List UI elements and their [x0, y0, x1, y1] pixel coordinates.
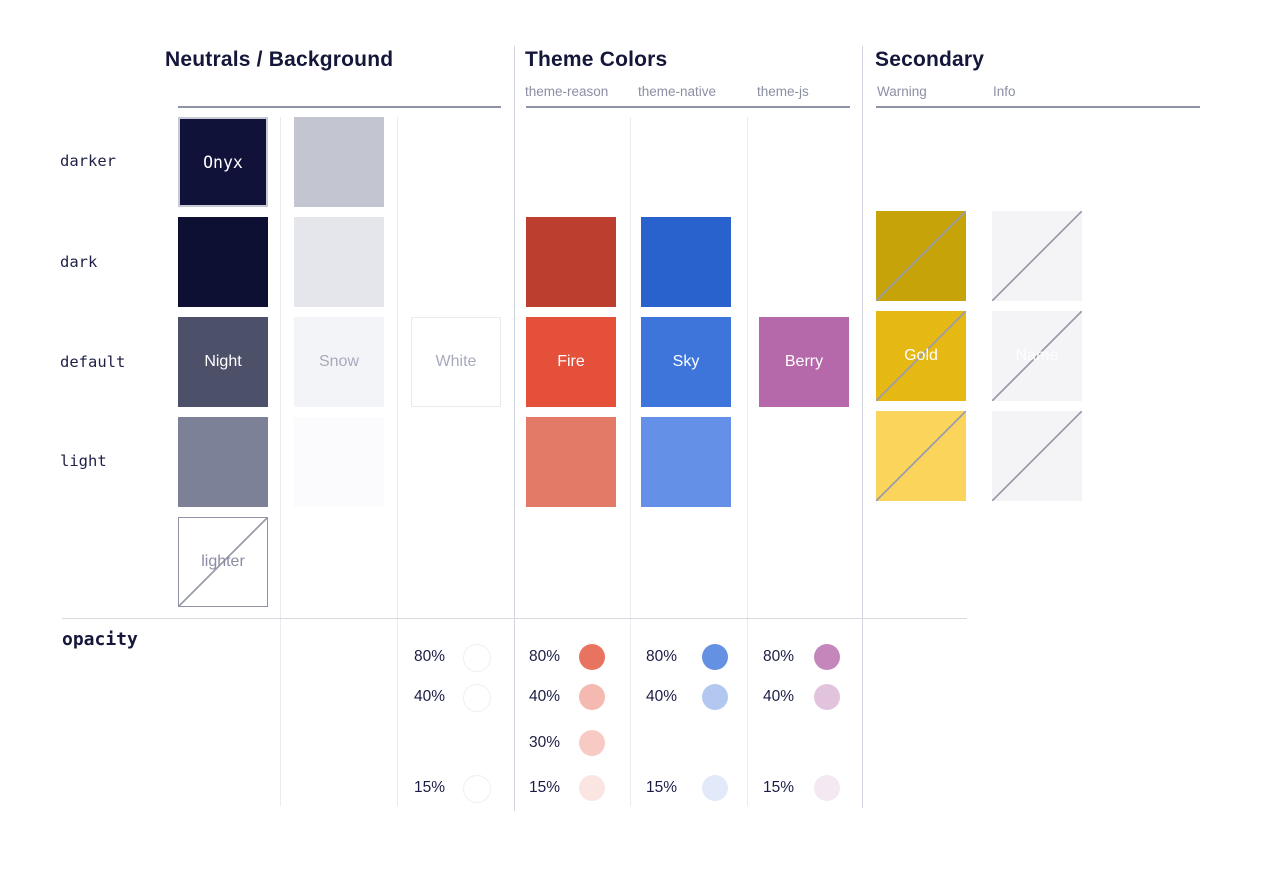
opacity-dot-white: [463, 775, 491, 803]
swatch-info-dark: [992, 211, 1082, 301]
divider-opacity-row: [62, 618, 967, 619]
divider-vertical: [747, 117, 748, 806]
opacity-pct-label-berry: 80%: [762, 648, 794, 665]
opacity-dot-fire: [579, 644, 605, 670]
row-label-opacity: opacity: [62, 629, 138, 650]
section-title-secondary: Secondary: [875, 48, 985, 71]
opacity-dot-fire: [579, 684, 605, 710]
swatch-label-info-default: Name: [1015, 347, 1059, 364]
opacity-dot-white: [463, 644, 491, 672]
divider-vertical: [397, 117, 398, 806]
swatch-label-berry: Berry: [784, 353, 824, 370]
underline-neutrals: [178, 106, 501, 108]
swatch-warning-light: [876, 411, 966, 501]
opacity-dot-berry: [814, 775, 840, 801]
opacity-pct-label-berry: 15%: [762, 779, 794, 796]
opacity-pct-label-sky: 40%: [645, 688, 677, 705]
row-label-dark: dark: [60, 253, 98, 271]
divider-vertical: [280, 117, 281, 806]
opacity-pct-label-fire: 40%: [528, 688, 560, 705]
row-label-light: light: [60, 452, 107, 470]
opacity-dot-fire: [579, 730, 605, 756]
section-title-neutrals: Neutrals / Background: [165, 48, 394, 71]
swatch-label-night: Night: [204, 353, 242, 370]
swatch-sky: Sky: [641, 317, 731, 407]
swatch-sky-light: [641, 417, 731, 507]
column-label-theme-native: theme-native: [638, 84, 717, 99]
opacity-pct-label-berry: 40%: [762, 688, 794, 705]
row-label-darker: darker: [60, 152, 116, 170]
swatch-label-lighter: lighter: [201, 553, 245, 570]
swatch-warning-dark: [876, 211, 966, 301]
swatch-fire-light: [526, 417, 616, 507]
swatch-bg-light: [294, 417, 384, 507]
column-label-theme-reason: theme-reason: [525, 84, 609, 99]
opacity-dot-white: [463, 684, 491, 712]
swatch-bg-darker: [294, 117, 384, 207]
opacity-dot-sky: [702, 684, 728, 710]
swatch-info-light: [992, 411, 1082, 501]
divider-vertical: [630, 117, 631, 806]
swatch-gold: Gold: [876, 311, 966, 401]
swatch-berry: Berry: [759, 317, 849, 407]
swatch-white: White: [411, 317, 501, 407]
opacity-dot-fire: [579, 775, 605, 801]
column-label-theme-js: theme-js: [757, 84, 809, 99]
column-label-info: Info: [993, 84, 1016, 99]
opacity-pct-label-sky: 80%: [645, 648, 677, 665]
swatch-night: Night: [178, 317, 268, 407]
opacity-pct-label-fire: 80%: [528, 648, 560, 665]
column-label-warning: Warning: [877, 84, 927, 99]
swatch-lighter: lighter: [178, 517, 268, 607]
swatch-fire: Fire: [526, 317, 616, 407]
opacity-dot-sky: [702, 775, 728, 801]
swatch-sky-dark: [641, 217, 731, 307]
swatch-onyx: Onyx: [178, 117, 268, 207]
swatch-neutral-light: [178, 417, 268, 507]
swatch-label-fire: Fire: [557, 353, 585, 370]
underline-theme: [526, 106, 850, 108]
divider-section-theme: [514, 46, 515, 811]
opacity-pct-label-white: 40%: [413, 688, 445, 705]
swatch-fire-dark: [526, 217, 616, 307]
swatch-bg-dark: [294, 217, 384, 307]
swatch-snow: Snow: [294, 317, 384, 407]
opacity-dot-berry: [814, 684, 840, 710]
swatch-label-sky: Sky: [672, 353, 700, 370]
section-title-theme: Theme Colors: [525, 48, 668, 71]
row-label-default: default: [60, 353, 126, 371]
swatch-label-gold: Gold: [904, 347, 938, 364]
swatch-label-onyx: Onyx: [203, 152, 243, 172]
opacity-pct-label-fire: 15%: [528, 779, 560, 796]
opacity-pct-label-sky: 15%: [645, 779, 677, 796]
underline-secondary: [876, 106, 1200, 108]
opacity-pct-label-white: 15%: [413, 779, 445, 796]
opacity-dot-sky: [702, 644, 728, 670]
opacity-pct-label-white: 80%: [413, 648, 445, 665]
divider-section-secondary: [862, 46, 863, 808]
swatch-neutral-dark: [178, 217, 268, 307]
swatch-info-default: Name: [992, 311, 1082, 401]
swatch-label-white: White: [435, 353, 477, 370]
opacity-pct-label-fire: 30%: [528, 734, 560, 751]
swatch-label-snow: Snow: [318, 353, 360, 370]
opacity-dot-berry: [814, 644, 840, 670]
